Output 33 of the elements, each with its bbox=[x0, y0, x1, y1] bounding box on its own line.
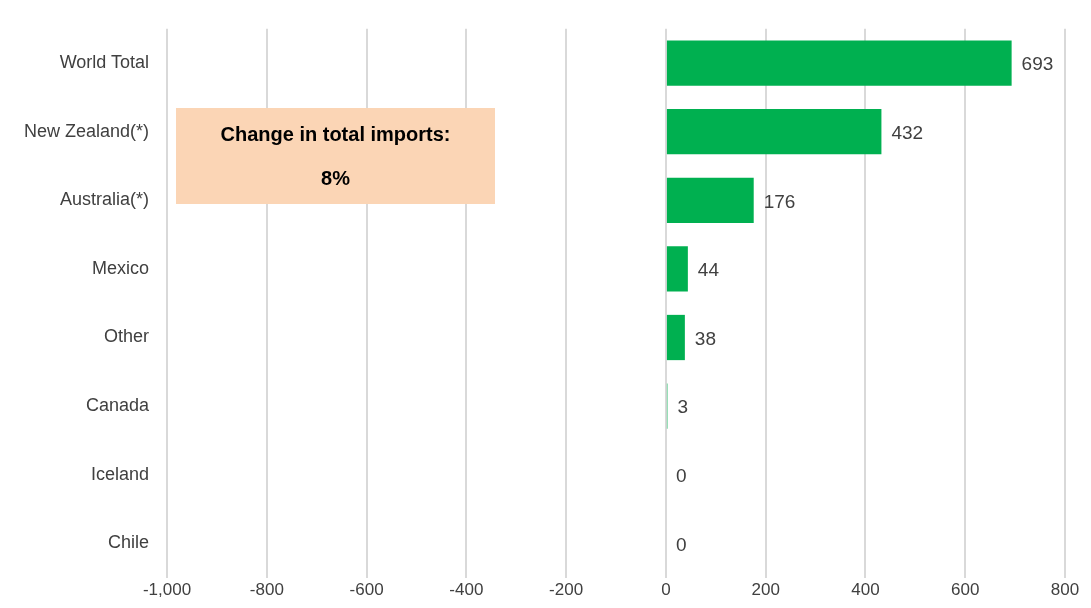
data-label: 44 bbox=[697, 259, 720, 281]
y-tick-label: World Total bbox=[59, 52, 150, 73]
y-tick-label: Canada bbox=[85, 395, 151, 416]
y-tick-label: Chile bbox=[108, 532, 150, 553]
data-label: 0 bbox=[675, 464, 687, 486]
x-tick-label: 800 bbox=[1050, 580, 1080, 600]
data-label: 176 bbox=[763, 190, 796, 212]
y-tick-label: Mexico bbox=[92, 257, 150, 278]
data-label: 38 bbox=[694, 327, 717, 349]
data-label: 0 bbox=[675, 533, 687, 555]
bar bbox=[666, 40, 1012, 86]
x-tick-label: 400 bbox=[851, 580, 880, 600]
x-tick-label: -200 bbox=[549, 580, 584, 600]
y-tick-label: Australia(*) bbox=[60, 189, 150, 210]
y-tick-label: New Zealand(*) bbox=[23, 120, 150, 141]
bar bbox=[666, 314, 685, 361]
x-tick-label: 0 bbox=[661, 580, 671, 600]
y-tick-label: Iceland bbox=[91, 463, 150, 484]
annotation: Change in total imports: bbox=[220, 122, 451, 147]
bar bbox=[666, 177, 754, 223]
x-tick-label: -1,000 bbox=[142, 580, 192, 600]
y-tick-label: Other bbox=[104, 326, 150, 347]
data-label: 432 bbox=[891, 121, 924, 143]
bar bbox=[666, 246, 688, 292]
x-tick-label: -400 bbox=[449, 580, 484, 600]
data-label: 693 bbox=[1021, 53, 1054, 75]
x-tick-label: 600 bbox=[951, 580, 980, 600]
data-label: 3 bbox=[677, 396, 688, 418]
x-tick-label: 200 bbox=[751, 580, 780, 600]
annotation: 8% bbox=[321, 166, 350, 191]
x-tick-label: -600 bbox=[349, 580, 384, 600]
bar bbox=[666, 109, 882, 155]
x-tick-label: -800 bbox=[249, 580, 284, 600]
